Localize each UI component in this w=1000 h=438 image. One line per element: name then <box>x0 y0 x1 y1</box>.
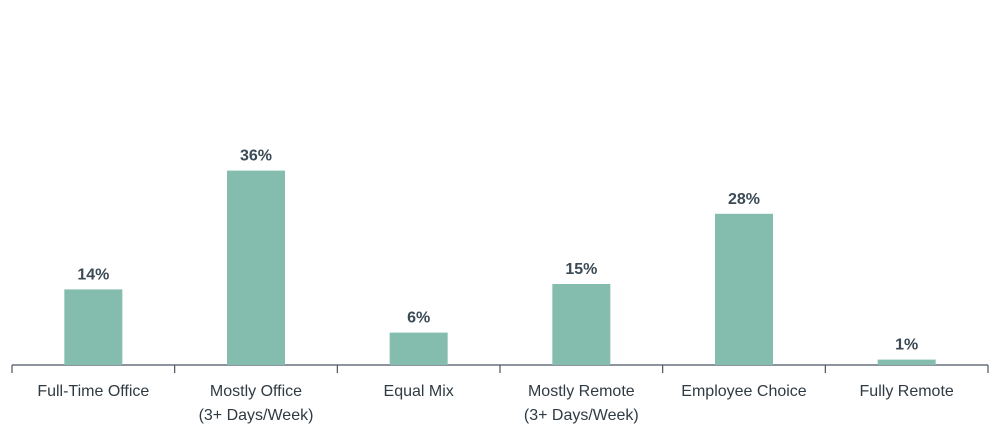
data-label: 6% <box>407 310 430 327</box>
category-labels-group: Full-Time Office Mostly Office (3+ Days/We… <box>37 383 954 424</box>
x-tick-label: Full-Time Office <box>37 383 149 400</box>
x-tick-label: Equal Mix <box>384 383 454 400</box>
bars-group <box>64 170 936 365</box>
data-label: 1% <box>895 337 918 354</box>
bar <box>227 170 285 365</box>
bar <box>389 332 448 365</box>
x-tick-label: Mostly Remote <box>528 383 635 400</box>
x-tick-label: (3+ Days/Week) <box>199 407 314 424</box>
bar <box>877 359 936 365</box>
x-tick-label: (3+ Days/Week) <box>524 407 639 424</box>
x-tick-label: Employee Choice <box>681 383 807 400</box>
bar <box>552 284 611 365</box>
data-label: 36% <box>240 148 272 165</box>
x-axis-ticks <box>11 365 989 373</box>
x-tick-label: Fully Remote <box>860 383 954 400</box>
data-label: 28% <box>728 191 760 208</box>
data-label: 14% <box>77 266 109 283</box>
data-label: 15% <box>565 261 597 278</box>
bar <box>715 213 773 365</box>
x-tick-label: Mostly Office <box>210 383 302 400</box>
value-labels-group: 14% 36% 6% 15% 28% 1% <box>77 148 918 354</box>
bar <box>64 289 123 365</box>
